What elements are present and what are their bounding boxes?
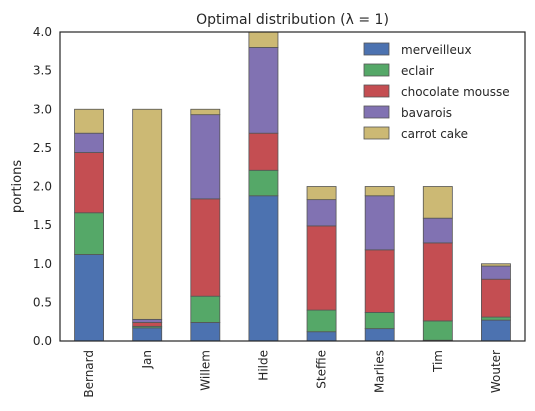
x-tick-label: Hilde bbox=[256, 350, 270, 381]
x-tick-label: Bernard bbox=[82, 350, 96, 398]
legend-swatch bbox=[363, 42, 390, 56]
bar-wouter-carrot-cake bbox=[481, 263, 511, 267]
y-tick-label: 1.5 bbox=[33, 218, 52, 232]
bar-willem-carrot-cake bbox=[190, 108, 221, 116]
bar-bernard-merveilleux bbox=[74, 254, 104, 341]
bar-hilde-carrot-cake bbox=[248, 32, 279, 48]
bar-hilde-chocolate-mousse bbox=[248, 132, 279, 171]
bar-steffie-eclair bbox=[306, 309, 337, 333]
bar-wouter-bavarois bbox=[481, 265, 511, 280]
y-tick-label: 0.5 bbox=[33, 295, 52, 309]
bar-tim-bavarois bbox=[422, 217, 453, 244]
legend-swatch bbox=[363, 105, 390, 119]
bar-jan-chocolate-mousse bbox=[132, 322, 163, 327]
y-axis-ticks: 0.0 0.5 1.0 1.5 2.0 2.5 3.0 3.5 4.0 bbox=[33, 25, 52, 348]
bar-steffie-chocolate-mousse bbox=[306, 225, 337, 311]
legend-swatch bbox=[363, 126, 390, 140]
y-tick-label: 2.5 bbox=[33, 141, 52, 155]
bar-tim-carrot-cake bbox=[422, 186, 453, 219]
legend-swatch bbox=[363, 84, 390, 98]
bar-bernard-eclair bbox=[74, 212, 104, 255]
legend-label: eclair bbox=[401, 64, 434, 78]
y-tick-label: 3.5 bbox=[33, 64, 52, 78]
y-tick-label: 0.0 bbox=[33, 334, 52, 348]
bar-marlies-chocolate-mousse bbox=[364, 249, 395, 313]
legend-label: merveilleux bbox=[401, 43, 472, 57]
legend-label: bavarois bbox=[401, 106, 452, 120]
bar-hilde-bavarois bbox=[248, 47, 279, 134]
bar-marlies-merveilleux bbox=[364, 328, 395, 341]
bar-bernard-bavarois bbox=[74, 132, 104, 153]
bar-marlies-eclair bbox=[364, 312, 395, 330]
bar-willem-bavarois bbox=[190, 114, 221, 200]
bar-wouter-merveilleux bbox=[481, 319, 511, 341]
bar-hilde-eclair bbox=[248, 169, 279, 197]
bar-steffie-carrot-cake bbox=[306, 186, 337, 201]
x-tick-label: Jan bbox=[140, 350, 154, 370]
y-tick-label: 3.0 bbox=[33, 102, 52, 116]
bar-bernard-chocolate-mousse bbox=[74, 152, 104, 214]
bar-tim-chocolate-mousse bbox=[422, 242, 453, 322]
bar-jan-bavarois bbox=[132, 318, 163, 323]
bar-jan-merveilleux bbox=[132, 327, 163, 341]
bar-steffie-merveilleux bbox=[306, 331, 337, 341]
bar-marlies-carrot-cake bbox=[364, 186, 395, 197]
chart-title: Optimal distribution (λ = 1) bbox=[196, 12, 389, 28]
x-tick-label: Willem bbox=[198, 350, 212, 391]
bar-marlies-bavarois bbox=[364, 195, 395, 251]
x-tick-label: Wouter bbox=[489, 350, 503, 393]
x-tick-label: Tim bbox=[431, 350, 445, 373]
bar-wouter-eclair bbox=[481, 316, 511, 321]
legend-swatch bbox=[363, 63, 390, 77]
y-axis-label: portions bbox=[10, 160, 25, 213]
bars-group bbox=[74, 32, 511, 341]
bar-jan-carrot-cake bbox=[132, 108, 163, 320]
y-tick-label: 1.0 bbox=[33, 257, 52, 271]
y-tick-label: 2.0 bbox=[33, 180, 52, 194]
x-tick-label: Steffie bbox=[315, 350, 329, 389]
bar-willem-chocolate-mousse bbox=[190, 198, 221, 297]
legend-label: carrot cake bbox=[401, 127, 468, 141]
bar-willem-merveilleux bbox=[190, 322, 221, 341]
bar-hilde-merveilleux bbox=[248, 195, 279, 341]
bar-tim-eclair bbox=[422, 320, 453, 341]
x-tick-label: Marlies bbox=[373, 350, 387, 393]
bar-willem-eclair bbox=[190, 295, 221, 323]
legend-label: chocolate mousse bbox=[401, 85, 510, 99]
x-axis-ticks: Bernard Jan Willem Hilde Steffie Marlies Tim Wo… bbox=[82, 350, 503, 398]
bar-wouter-chocolate-mousse bbox=[481, 278, 511, 318]
legend: merveilleux eclair chocolate mousse bavaroi… bbox=[363, 42, 510, 141]
plot-frame bbox=[59, 31, 526, 342]
bar-bernard-carrot-cake bbox=[74, 108, 104, 134]
bar-steffie-bavarois bbox=[306, 199, 337, 227]
y-tick-label: 4.0 bbox=[33, 25, 52, 39]
